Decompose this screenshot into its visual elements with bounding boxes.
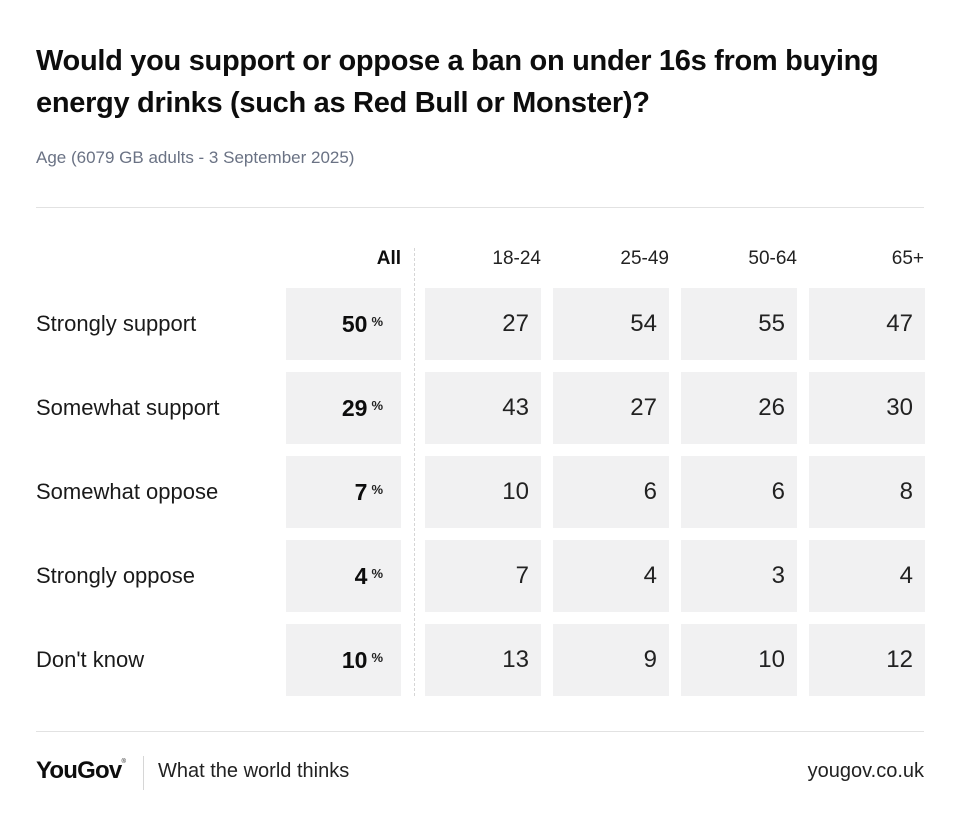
row-label: Somewhat support	[36, 395, 220, 420]
footer-url-link[interactable]: yougov.co.uk	[807, 760, 924, 782]
age-value-cell: 9	[553, 624, 669, 696]
row-label: Don't know	[36, 647, 145, 672]
all-column-divider	[414, 248, 415, 696]
all-value-cell: 50%	[286, 288, 401, 360]
column-header-25-49: 25-49	[620, 248, 669, 269]
all-value: 10	[341, 646, 368, 673]
all-value: 29	[341, 394, 368, 421]
logo-registered-mark: ®	[121, 759, 126, 765]
footer-tagline: What the world thinks	[158, 760, 350, 782]
column-header-50-64: 50-64	[748, 248, 797, 269]
age-value-cell: 26	[681, 372, 797, 444]
all-value: 50	[341, 310, 368, 337]
age-value-cell: 4	[553, 540, 669, 612]
percent-sign: %	[371, 649, 383, 665]
all-value: 4	[354, 562, 368, 589]
percent-sign: %	[371, 481, 383, 497]
age-value-cell: 10	[425, 456, 541, 528]
age-value-cell: 4	[809, 540, 925, 612]
age-value-cell: 6	[553, 456, 669, 528]
age-value-cell: 47	[809, 288, 925, 360]
all-value-cell: 7%	[286, 456, 401, 528]
all-value-cell: 10%	[286, 624, 401, 696]
percent-sign: %	[371, 313, 383, 329]
yougov-logo[interactable]: YouGov®	[36, 757, 126, 785]
chart-title: Would you support or oppose a ban on und…	[36, 45, 879, 119]
top-divider	[36, 207, 924, 208]
column-header-18-24: 18-24	[492, 248, 541, 269]
age-value-cell: 7	[425, 540, 541, 612]
age-value-cell: 54	[553, 288, 669, 360]
column-header-65+: 65+	[891, 248, 924, 269]
chart-subtitle: Age (6079 GB adults - 3 September 2025)	[36, 148, 355, 167]
footer-separator	[143, 756, 144, 790]
all-value-cell: 4%	[286, 540, 401, 612]
logo-text: YouGov	[36, 757, 122, 784]
row-label: Strongly support	[36, 311, 197, 336]
age-value-cell: 13	[425, 624, 541, 696]
percent-sign: %	[371, 565, 383, 581]
age-value-cell: 6	[681, 456, 797, 528]
row-label: Somewhat oppose	[36, 479, 219, 504]
age-value-cell: 3	[681, 540, 797, 612]
age-value-cell: 10	[681, 624, 797, 696]
percent-sign: %	[371, 397, 383, 413]
bottom-divider	[36, 731, 924, 732]
age-value-cell: 8	[809, 456, 925, 528]
column-header-all: All	[376, 248, 401, 269]
all-value-cell: 29%	[286, 372, 401, 444]
age-value-cell: 55	[681, 288, 797, 360]
age-value-cell: 30	[809, 372, 925, 444]
row-label: Strongly oppose	[36, 563, 195, 588]
age-value-cell: 43	[425, 372, 541, 444]
age-value-cell: 12	[809, 624, 925, 696]
all-value: 7	[354, 478, 368, 505]
age-value-cell: 27	[425, 288, 541, 360]
age-value-cell: 27	[553, 372, 669, 444]
